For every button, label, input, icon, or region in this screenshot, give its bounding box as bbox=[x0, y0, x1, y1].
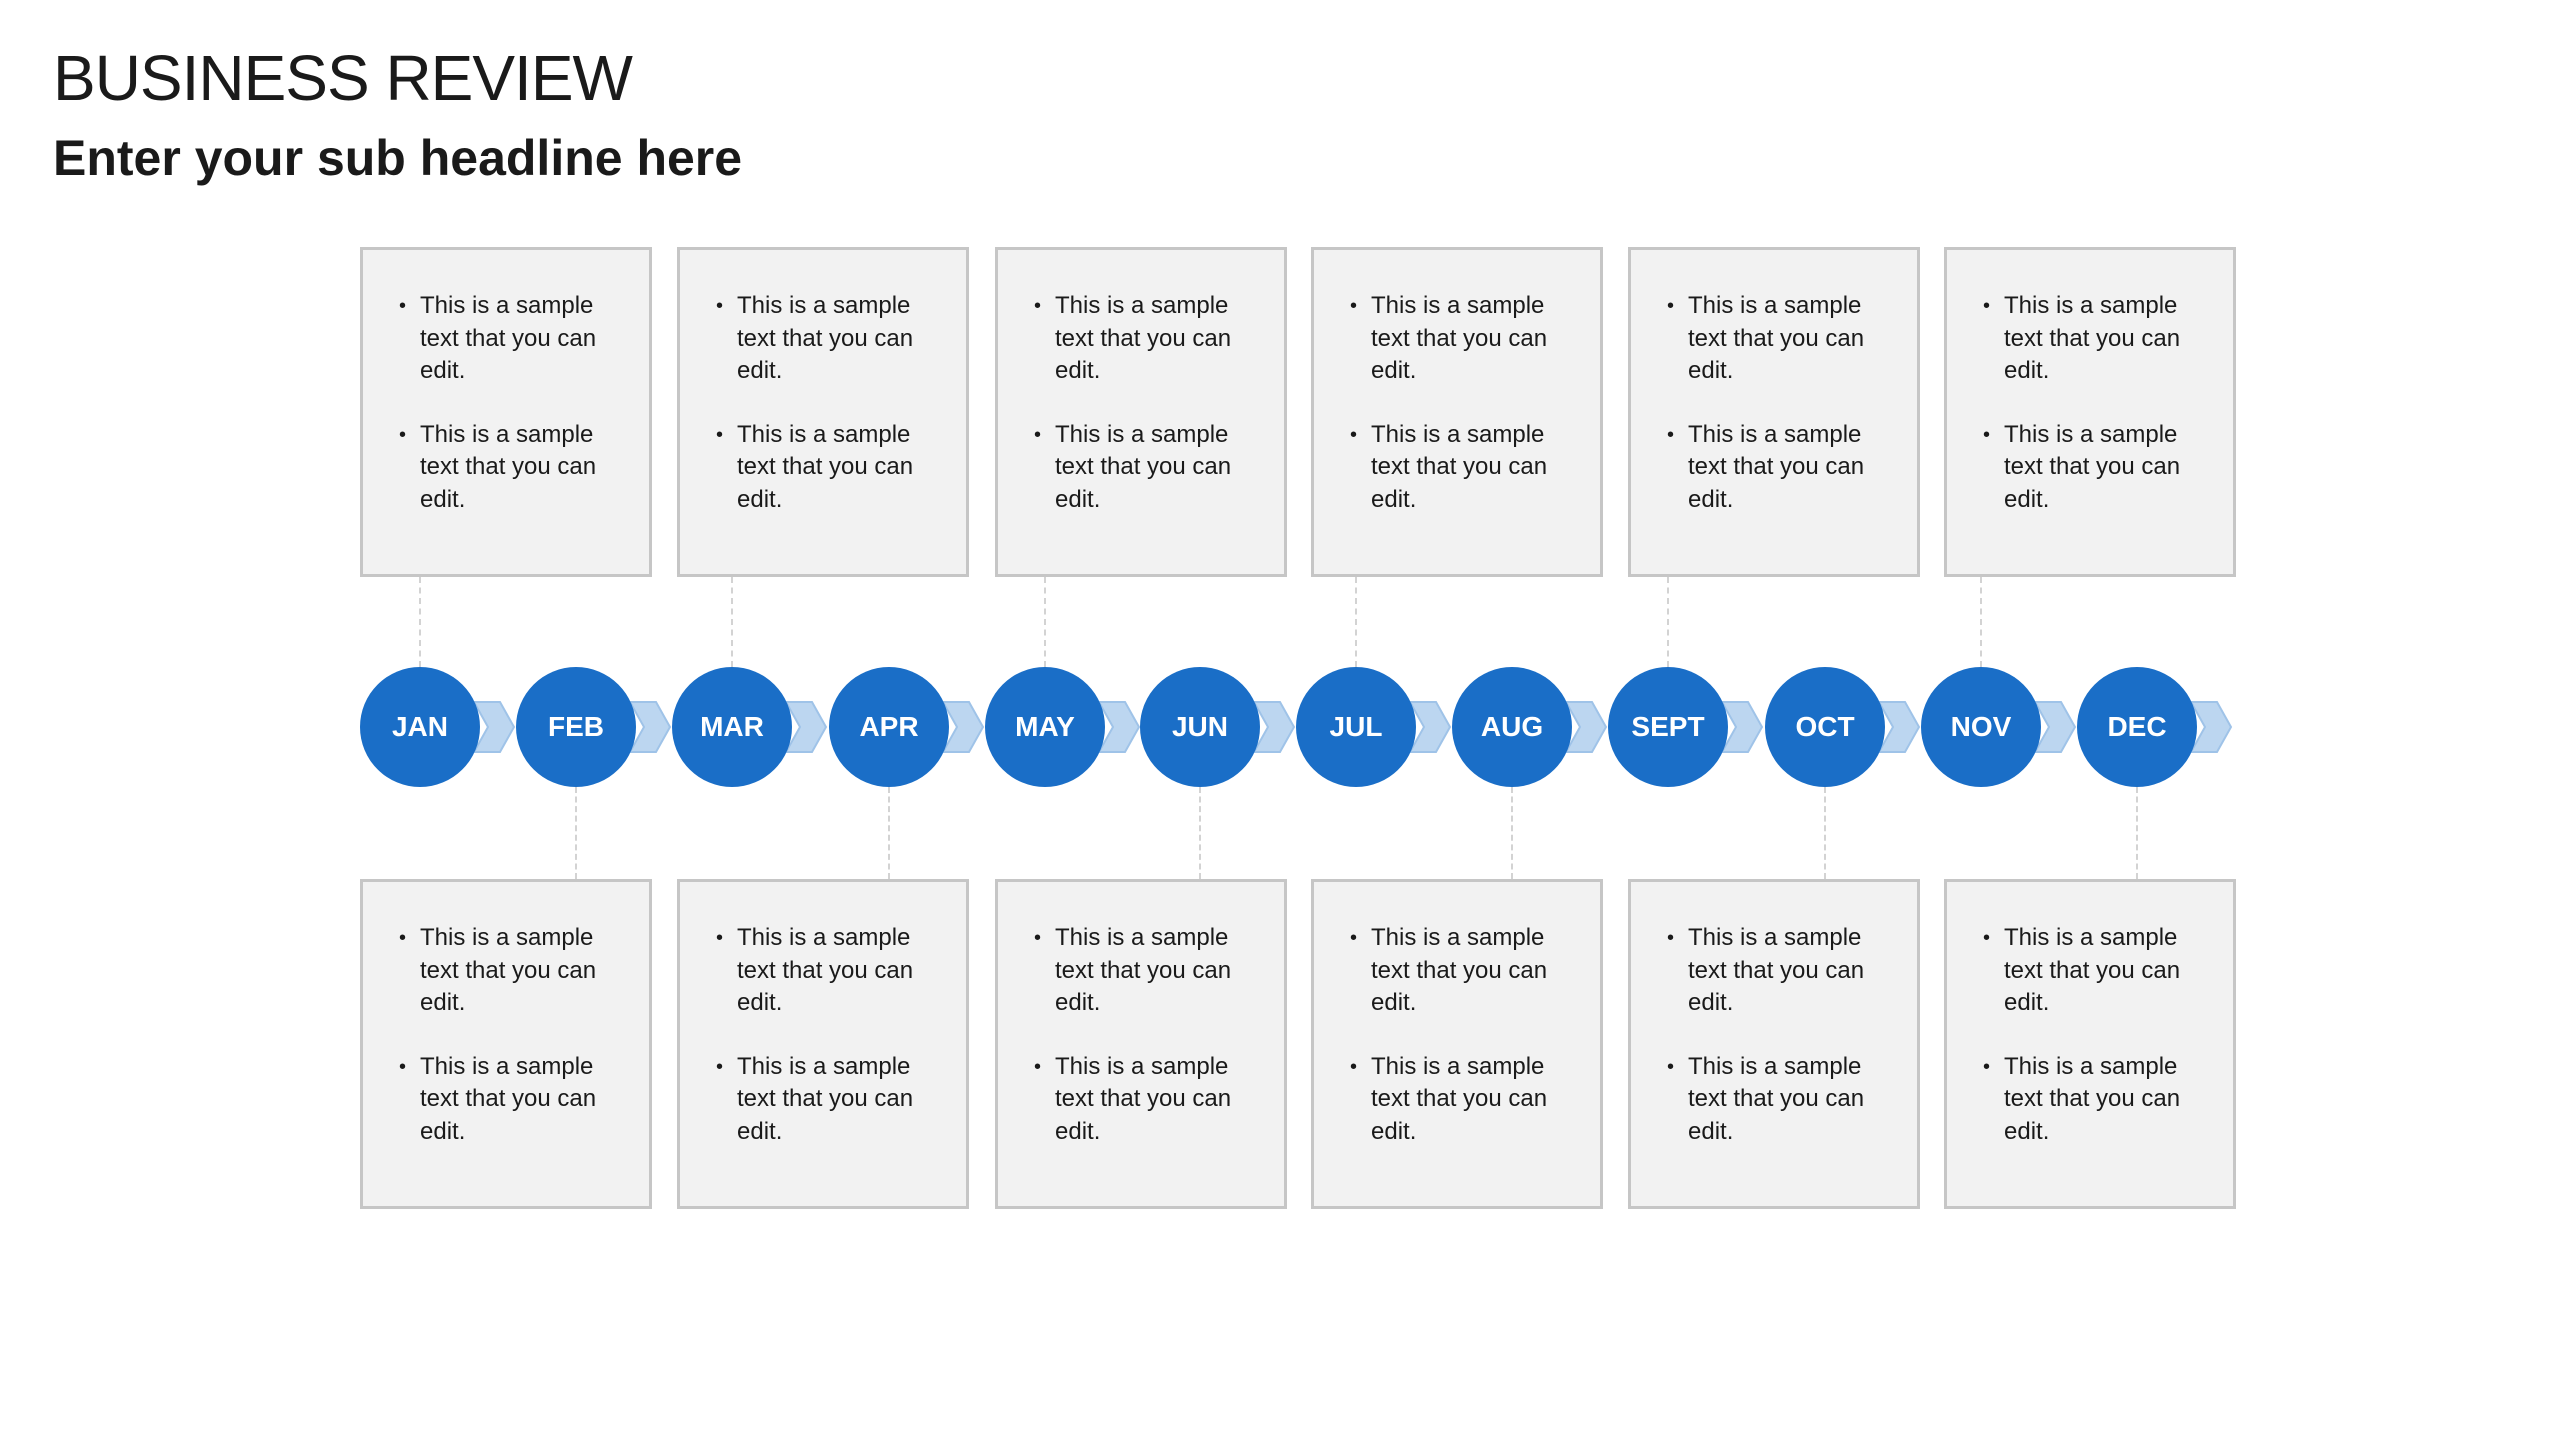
bullet-item: This is a sample text that you can edit. bbox=[1667, 922, 1897, 1020]
bottom-connector bbox=[888, 787, 890, 879]
chevron-arrow-icon bbox=[1408, 701, 1452, 753]
top-connector bbox=[1980, 577, 1982, 667]
bullet-list: This is a sample text that you can edit.… bbox=[399, 922, 629, 1148]
bottom-text-box: This is a sample text that you can edit.… bbox=[677, 879, 969, 1209]
bullet-item: This is a sample text that you can edit. bbox=[716, 922, 946, 1020]
bullet-list: This is a sample text that you can edit.… bbox=[1034, 290, 1264, 516]
chevron-arrow-icon bbox=[1720, 701, 1764, 753]
chevron-arrow-icon bbox=[1252, 701, 1296, 753]
bullet-item: This is a sample text that you can edit. bbox=[716, 290, 946, 388]
bottom-text-box: This is a sample text that you can edit.… bbox=[360, 879, 652, 1209]
bullet-item: This is a sample text that you can edit. bbox=[1983, 419, 2213, 517]
top-text-box: This is a sample text that you can edit.… bbox=[1944, 247, 2236, 577]
top-text-box: This is a sample text that you can edit.… bbox=[360, 247, 652, 577]
month-circle-oct: OCT bbox=[1765, 667, 1885, 787]
top-connector bbox=[1044, 577, 1046, 667]
bottom-connector bbox=[1511, 787, 1513, 879]
top-text-box: This is a sample text that you can edit.… bbox=[995, 247, 1287, 577]
bullet-item: This is a sample text that you can edit. bbox=[399, 290, 629, 388]
bullet-list: This is a sample text that you can edit.… bbox=[1983, 922, 2213, 1148]
bullet-item: This is a sample text that you can edit. bbox=[1667, 1051, 1897, 1149]
bullet-item: This is a sample text that you can edit. bbox=[716, 419, 946, 517]
bullet-item: This is a sample text that you can edit. bbox=[1667, 419, 1897, 517]
bullet-item: This is a sample text that you can edit. bbox=[399, 419, 629, 517]
month-circle-jul: JUL bbox=[1296, 667, 1416, 787]
bullet-list: This is a sample text that you can edit.… bbox=[716, 922, 946, 1148]
bullet-item: This is a sample text that you can edit. bbox=[716, 1051, 946, 1149]
top-connector bbox=[419, 577, 421, 667]
top-connector bbox=[1667, 577, 1669, 667]
bullet-item: This is a sample text that you can edit. bbox=[1350, 419, 1580, 517]
bullet-list: This is a sample text that you can edit.… bbox=[1034, 922, 1264, 1148]
chevron-arrow-icon bbox=[472, 701, 516, 753]
bullet-item: This is a sample text that you can edit. bbox=[1983, 290, 2213, 388]
top-text-box: This is a sample text that you can edit.… bbox=[1311, 247, 1603, 577]
chevron-arrow-icon bbox=[1877, 701, 1921, 753]
bullet-item: This is a sample text that you can edit. bbox=[1034, 922, 1264, 1020]
bullet-list: This is a sample text that you can edit.… bbox=[1667, 922, 1897, 1148]
bullet-item: This is a sample text that you can edit. bbox=[1667, 290, 1897, 388]
chevron-arrow-icon bbox=[941, 701, 985, 753]
bullet-item: This is a sample text that you can edit. bbox=[1350, 1051, 1580, 1149]
bottom-text-box: This is a sample text that you can edit.… bbox=[995, 879, 1287, 1209]
chevron-arrow-icon bbox=[2033, 701, 2077, 753]
bullet-item: This is a sample text that you can edit. bbox=[1034, 419, 1264, 517]
bottom-connector bbox=[575, 787, 577, 879]
bullet-list: This is a sample text that you can edit.… bbox=[716, 290, 946, 516]
top-connector bbox=[1355, 577, 1357, 667]
month-circle-jun: JUN bbox=[1140, 667, 1260, 787]
bullet-item: This is a sample text that you can edit. bbox=[399, 1051, 629, 1149]
month-circle-dec: DEC bbox=[2077, 667, 2197, 787]
month-circle-sept: SEPT bbox=[1608, 667, 1728, 787]
month-circle-apr: APR bbox=[829, 667, 949, 787]
chevron-arrow-icon bbox=[1564, 701, 1608, 753]
month-circle-nov: NOV bbox=[1921, 667, 2041, 787]
bullet-list: This is a sample text that you can edit.… bbox=[1350, 290, 1580, 516]
month-circle-jan: JAN bbox=[360, 667, 480, 787]
bullet-list: This is a sample text that you can edit.… bbox=[1983, 290, 2213, 516]
bottom-connector bbox=[1824, 787, 1826, 879]
bullet-list: This is a sample text that you can edit.… bbox=[1667, 290, 1897, 516]
chevron-arrow-icon bbox=[784, 701, 828, 753]
month-circle-mar: MAR bbox=[672, 667, 792, 787]
chevron-arrow-icon bbox=[628, 701, 672, 753]
top-connector bbox=[731, 577, 733, 667]
bottom-text-box: This is a sample text that you can edit.… bbox=[1628, 879, 1920, 1209]
bullet-item: This is a sample text that you can edit. bbox=[1983, 1051, 2213, 1149]
bottom-connector bbox=[1199, 787, 1201, 879]
month-circle-may: MAY bbox=[985, 667, 1105, 787]
chevron-arrow-icon bbox=[1097, 701, 1141, 753]
top-text-box: This is a sample text that you can edit.… bbox=[677, 247, 969, 577]
bottom-connector bbox=[2136, 787, 2138, 879]
bullet-item: This is a sample text that you can edit. bbox=[399, 922, 629, 1020]
bullet-item: This is a sample text that you can edit. bbox=[1034, 1051, 1264, 1149]
bullet-item: This is a sample text that you can edit. bbox=[1350, 290, 1580, 388]
page-subtitle: Enter your sub headline here bbox=[53, 130, 743, 186]
bottom-text-box: This is a sample text that you can edit.… bbox=[1311, 879, 1603, 1209]
bullet-item: This is a sample text that you can edit. bbox=[1983, 922, 2213, 1020]
month-circle-feb: FEB bbox=[516, 667, 636, 787]
chevron-arrow-icon bbox=[2189, 701, 2233, 753]
top-text-box: This is a sample text that you can edit.… bbox=[1628, 247, 1920, 577]
bullet-list: This is a sample text that you can edit.… bbox=[399, 290, 629, 516]
bottom-text-box: This is a sample text that you can edit.… bbox=[1944, 879, 2236, 1209]
page-title: BUSINESS REVIEW bbox=[53, 42, 633, 114]
bullet-item: This is a sample text that you can edit. bbox=[1350, 922, 1580, 1020]
bullet-list: This is a sample text that you can edit.… bbox=[1350, 922, 1580, 1148]
month-circle-aug: AUG bbox=[1452, 667, 1572, 787]
bullet-item: This is a sample text that you can edit. bbox=[1034, 290, 1264, 388]
